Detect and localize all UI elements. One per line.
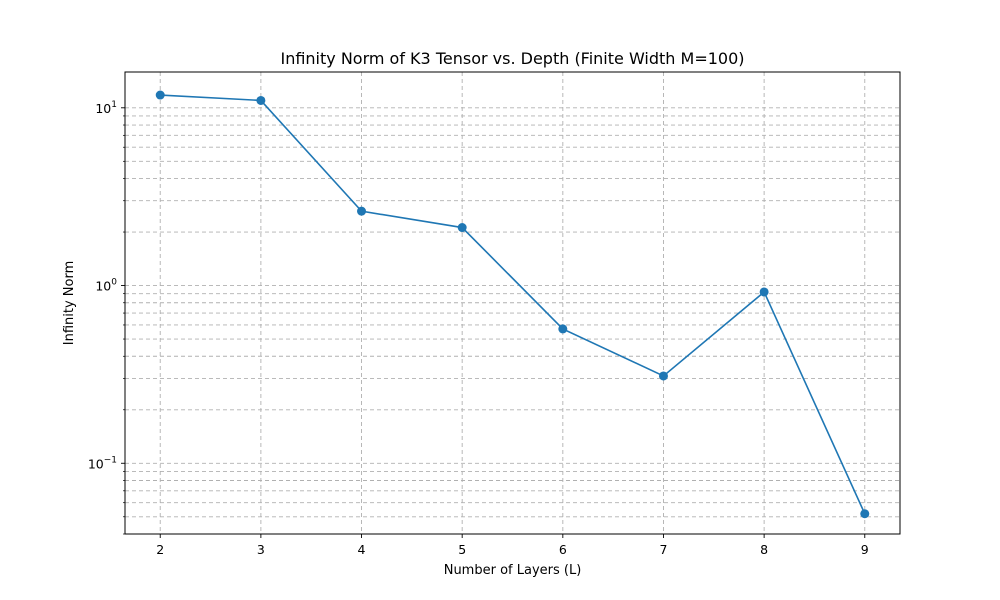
y-tick-label: 100 [95, 278, 117, 294]
y-tick-label: 101 [95, 100, 117, 116]
data-point [256, 95, 266, 105]
x-tick-label: 5 [458, 542, 466, 557]
data-point [357, 206, 367, 216]
x-axis-label: Number of Layers (L) [444, 563, 582, 578]
grid-lines [125, 72, 900, 535]
x-tick-label: 3 [257, 542, 265, 557]
y-axis-label: Infinity Norm [62, 261, 77, 346]
x-tick-label: 7 [659, 542, 667, 557]
chart-title: Infinity Norm of K3 Tensor vs. Depth (Fi… [280, 49, 744, 68]
data-point [860, 509, 870, 519]
axis-ticks: 2 3 4 5 6 7 8 9 10−1 100 101 [88, 100, 869, 557]
data-point [558, 324, 568, 334]
data-point [759, 287, 769, 297]
series-line [160, 94, 866, 515]
x-tick-label: 9 [861, 542, 869, 557]
x-tick-label: 4 [358, 542, 366, 557]
data-point [155, 90, 165, 100]
x-tick-label: 8 [760, 542, 768, 557]
data-point [457, 223, 467, 233]
data-point [658, 371, 668, 381]
y-tick-label: 10−1 [88, 455, 117, 471]
x-tick-label: 6 [559, 542, 567, 557]
x-tick-label: 2 [156, 542, 164, 557]
data-series [155, 90, 870, 519]
